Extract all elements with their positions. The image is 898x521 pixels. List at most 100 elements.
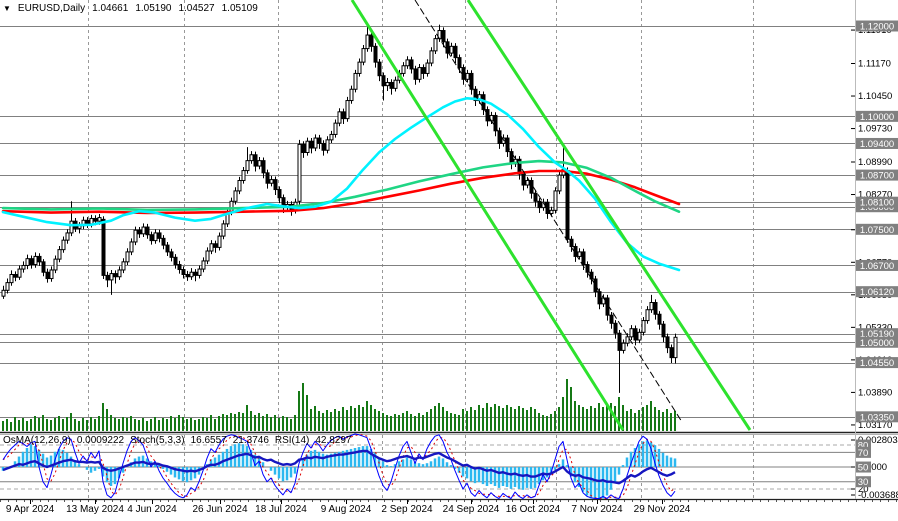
osma-bar [633, 448, 637, 467]
osma-bar [49, 455, 53, 467]
volume-bar [602, 407, 604, 431]
volume-bar [202, 417, 204, 431]
osma-bar [153, 463, 157, 467]
date-label: 13 May 2024 [66, 504, 124, 515]
volume-bar [394, 414, 396, 431]
candlestick [581, 251, 586, 266]
candlestick [417, 67, 422, 80]
date-label: 26 Jun 2024 [192, 504, 247, 515]
date-label: 4 Jun 2024 [127, 504, 177, 515]
volume-bar [502, 408, 504, 431]
price-badge-label: 1.03350 [860, 412, 894, 423]
volume-bar [426, 412, 428, 431]
candlestick [321, 142, 326, 151]
osma-bar [585, 467, 589, 496]
volume-bar [118, 419, 120, 431]
stoch-k-value: 16.6557 [190, 435, 227, 446]
osma-bar [569, 467, 573, 477]
osma-bar [357, 447, 361, 467]
candlestick [641, 320, 646, 333]
osma-bar [637, 444, 641, 467]
volume-bar [526, 410, 528, 431]
osc-badge-label: 50 [858, 463, 869, 474]
volume-bar [282, 416, 284, 431]
volume-bar [314, 406, 316, 431]
volume-bar [34, 416, 36, 431]
candlestick [557, 174, 562, 192]
downtrend-line[interactable] [414, 0, 683, 423]
candlestick [205, 250, 210, 262]
time-axis[interactable]: 9 Apr 2024 13 May 2024 4 Jun 2024 26 Jun 20… [0, 500, 897, 515]
candlestick [29, 258, 34, 266]
volume-bar [106, 409, 108, 431]
volume-bar [270, 417, 272, 431]
osma-bar [21, 451, 25, 467]
candlestick [645, 309, 650, 322]
osma-bar [405, 457, 409, 467]
candlestick [41, 261, 46, 273]
chart-title-bar: ▼ EURUSD,Daily 1.04661 1.05190 1.04527 1… [3, 3, 258, 14]
volume-bar [90, 417, 92, 431]
osma-value: 0.0009222 [76, 435, 125, 446]
candlestick [497, 130, 502, 144]
osma-bar [193, 467, 197, 479]
osma-bar [85, 467, 89, 470]
channel-line-1[interactable] [350, 0, 625, 431]
symbol-dropdown-icon[interactable]: ▼ [3, 4, 11, 13]
candlestick [241, 170, 246, 182]
volume-bar [130, 416, 132, 431]
osma-bar [445, 462, 449, 467]
volume-bar [390, 416, 392, 431]
osma-bar [613, 467, 617, 483]
channel-line-2[interactable] [466, 0, 752, 431]
candlestick [381, 75, 386, 87]
osma-bar [161, 467, 165, 469]
volume-bar [266, 414, 268, 431]
volume-bar [114, 418, 116, 431]
volume-bar [646, 405, 648, 431]
price-axis[interactable]: 1.119101.111701.104501.097301.089901.082… [851, 0, 898, 499]
osma-bar [365, 446, 369, 467]
candlestick [169, 251, 174, 258]
volume-bar [482, 408, 484, 431]
candlestick [309, 140, 314, 149]
volume-bar [554, 411, 556, 431]
osc-badge [856, 446, 871, 458]
price-badge [856, 110, 898, 122]
osma-bar [413, 462, 417, 467]
ohlc-low: 1.04527 [178, 3, 215, 14]
stoch-main-line [2, 433, 676, 499]
osma-bar [421, 464, 425, 467]
osma-bar [325, 454, 329, 467]
price-badge [856, 411, 898, 423]
candlestick [145, 226, 150, 236]
date-label: 9 Apr 2024 [6, 504, 55, 515]
candlestick [257, 160, 262, 167]
candlestick [273, 179, 278, 191]
candlestick [333, 122, 338, 135]
candlestick [209, 243, 214, 252]
osma-bar [165, 467, 169, 472]
osma-bar [289, 467, 293, 478]
date-label: 16 Oct 2024 [506, 504, 561, 515]
volume-bar [198, 419, 200, 431]
volume-bar [250, 411, 252, 431]
candlestick [193, 271, 198, 276]
price-tick-label: 1.09730 [858, 124, 892, 135]
volume-bar [674, 411, 676, 431]
candlestick [369, 34, 374, 47]
candlestick [125, 251, 130, 263]
volume-bar [50, 420, 52, 431]
osma-bar [549, 467, 553, 475]
candlestick [181, 269, 186, 275]
date-label: 7 Nov 2024 [571, 504, 623, 515]
main-chart-canvas[interactable] [0, 0, 855, 433]
date-label: 9 Aug 2024 [321, 504, 372, 515]
osc-tick-label: -0.003688 [858, 490, 898, 501]
price-badge [856, 357, 898, 369]
volume-bar [610, 403, 612, 431]
price-tick-label: 1.08270 [858, 190, 892, 201]
volume-bar [338, 411, 340, 431]
